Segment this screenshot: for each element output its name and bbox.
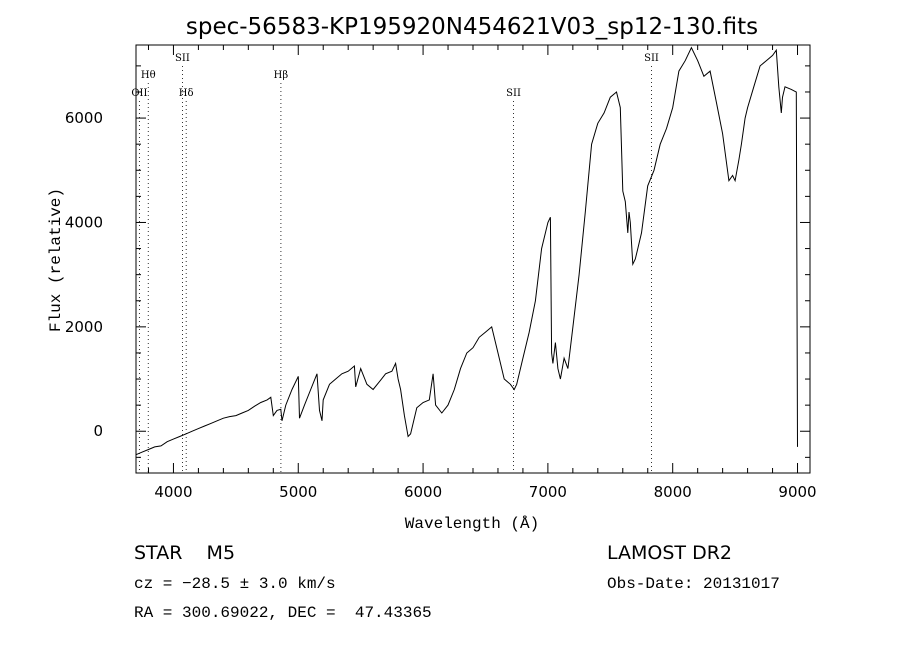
x-tick-label: 6000 bbox=[404, 483, 442, 501]
survey-name: LAMOST DR2 bbox=[607, 542, 732, 564]
plot-frame bbox=[135, 44, 811, 474]
x-tick-label: 7000 bbox=[529, 483, 567, 501]
ra-dec: RA = 300.69022, DEC = 47.43365 bbox=[134, 604, 432, 622]
x-tick-label: 8000 bbox=[654, 483, 692, 501]
observation-date: Obs-Date: 20131017 bbox=[607, 575, 780, 593]
object-class: STAR M5 bbox=[134, 542, 236, 564]
x-tick-label: 5000 bbox=[279, 483, 317, 501]
y-tick-label: 4000 bbox=[65, 213, 103, 231]
spectrum-line bbox=[135, 46, 798, 456]
spectral-line-label: SII bbox=[506, 88, 521, 99]
x-tick-label: 9000 bbox=[778, 483, 816, 501]
spectral-line-label: Hβ bbox=[274, 70, 289, 81]
spectral-line-label: Hθ bbox=[141, 70, 156, 81]
spectral-line-label: SII bbox=[644, 53, 659, 64]
x-tick-label: 4000 bbox=[154, 483, 192, 501]
y-tick-label: 0 bbox=[93, 422, 103, 440]
spectral-line-label: OII bbox=[131, 88, 147, 99]
y-tick-label: 6000 bbox=[65, 109, 103, 127]
axis-ticks: 4000 5000 6000 7000 8000 9000 0 2000 4000 6000 bbox=[65, 45, 817, 501]
chart-title: spec-56583-KP195920N454621V03_sp12-130.f… bbox=[186, 14, 758, 40]
x-axis-label: Wavelength (Å) bbox=[405, 515, 539, 533]
redshift-cz: cz = −28.5 ± 3.0 km/s bbox=[134, 575, 336, 593]
spectral-line-label: Hδ bbox=[179, 88, 194, 99]
y-axis-label: Flux (relative) bbox=[47, 188, 65, 332]
spectral-line-label: SII bbox=[175, 53, 190, 64]
y-tick-label: 2000 bbox=[65, 318, 103, 336]
spectral-line-markers: OII Hθ SII Hδ Hβ SII SII bbox=[131, 53, 659, 473]
